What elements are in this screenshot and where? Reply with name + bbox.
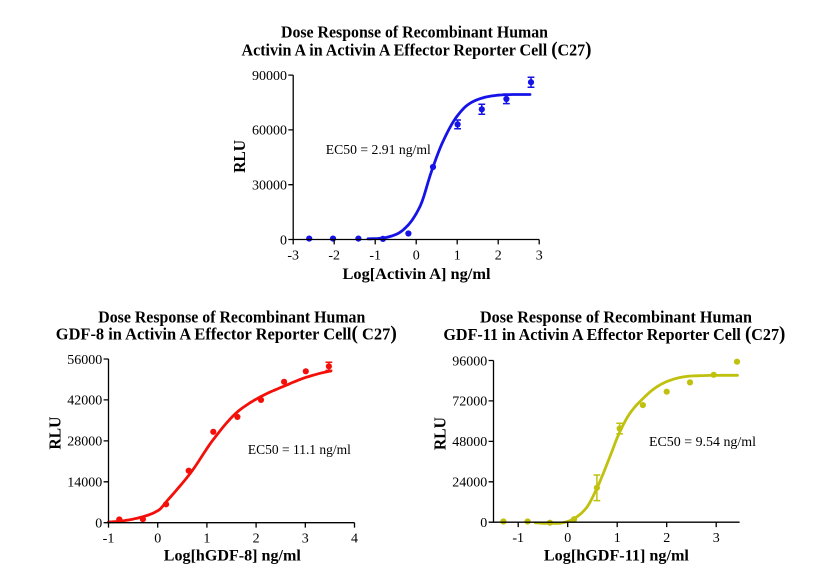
svg-text:-2: -2 [328, 249, 340, 264]
svg-text:RLU: RLU [230, 140, 249, 173]
svg-text:1: 1 [203, 532, 210, 547]
svg-text:0: 0 [95, 517, 102, 532]
svg-text:3: 3 [302, 532, 309, 547]
svg-text:60000: 60000 [252, 124, 287, 139]
svg-text:56000: 56000 [67, 353, 102, 368]
svg-text:72000: 72000 [452, 395, 487, 410]
svg-text:90000: 90000 [252, 69, 287, 84]
svg-text:42000: 42000 [67, 394, 102, 409]
svg-text:-3: -3 [287, 249, 299, 264]
svg-text:3: 3 [713, 531, 720, 546]
svg-text:30000: 30000 [252, 179, 287, 194]
svg-text:14000: 14000 [67, 476, 102, 491]
svg-text:28000: 28000 [67, 435, 102, 450]
svg-text:24000: 24000 [452, 476, 487, 491]
svg-text:Log[hGDF-11] ng/ml: Log[hGDF-11] ng/ml [544, 548, 690, 565]
svg-text:0: 0 [564, 531, 571, 546]
svg-text:0: 0 [413, 249, 420, 264]
svg-text:0: 0 [480, 516, 487, 531]
svg-text:0: 0 [280, 233, 287, 248]
svg-text:GDF-8 in Activin A Effector Re: GDF-8 in Activin A Effector Reporter Cel… [56, 324, 397, 345]
svg-text:4: 4 [351, 532, 358, 547]
svg-text:EC50 = 11.1 ng/ml: EC50 = 11.1 ng/ml [248, 443, 351, 458]
svg-text:Dose Response of Recombinant H: Dose Response of Recombinant Human [480, 307, 752, 326]
svg-text:2: 2 [253, 532, 260, 547]
svg-text:1: 1 [614, 531, 621, 546]
svg-text:RLU: RLU [430, 417, 449, 450]
svg-text:EC50 = 2.91 ng/ml: EC50 = 2.91 ng/ml [326, 143, 431, 158]
svg-text:48000: 48000 [452, 435, 487, 450]
svg-text:Log[hGDF-8] ng/ml: Log[hGDF-8] ng/ml [164, 548, 302, 565]
svg-text:2: 2 [663, 531, 670, 546]
svg-text:EC50 = 9.54 ng/ml: EC50 = 9.54 ng/ml [649, 435, 756, 450]
svg-text:96000: 96000 [452, 354, 487, 369]
svg-text:Log[Activin A] ng/ml: Log[Activin A] ng/ml [343, 266, 492, 283]
svg-text:-1: -1 [512, 531, 524, 546]
svg-text:Dose Response of Recombinant H: Dose Response of Recombinant Human [98, 307, 365, 326]
svg-text:GDF-11 in Activin A Effector R: GDF-11 in Activin A Effector Reporter Ce… [443, 324, 785, 345]
svg-text:2: 2 [495, 249, 502, 264]
svg-text:1: 1 [454, 249, 461, 264]
svg-text:-1: -1 [369, 249, 381, 264]
svg-text:0: 0 [154, 532, 161, 547]
svg-text:Activin A in Activin A Effecto: Activin A in Activin A Effector Reporter… [242, 39, 592, 60]
svg-text:Dose Response of Recombinant H: Dose Response of Recombinant Human [281, 22, 548, 41]
svg-text:RLU: RLU [46, 417, 65, 450]
svg-text:-1: -1 [103, 532, 115, 547]
svg-text:3: 3 [536, 249, 543, 264]
